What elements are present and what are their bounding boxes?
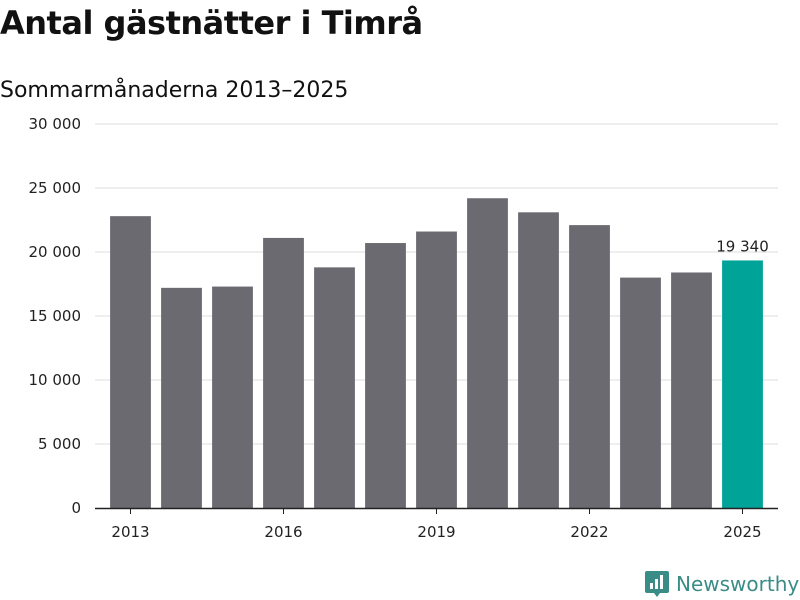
bar-2016 <box>263 237 304 509</box>
x-tick-label: 2025 <box>723 523 761 541</box>
y-tick-label: 10 000 <box>29 371 82 389</box>
y-tick-label: 25 000 <box>29 179 82 197</box>
chart-subtitle: Sommarmånaderna 2013–2025 <box>0 78 349 103</box>
bar-2022 <box>569 225 610 508</box>
y-tick-label: 0 <box>71 499 81 517</box>
bar-2023 <box>620 277 661 508</box>
data-label: 19 340 <box>716 237 769 255</box>
bar-2024 <box>671 272 712 508</box>
newsworthy-logo-icon <box>645 571 669 597</box>
x-tick-label: 2019 <box>417 523 455 541</box>
bar-2018 <box>365 243 406 509</box>
y-tick-label: 5 000 <box>38 435 81 453</box>
bar-2014 <box>161 287 202 508</box>
bar-2013 <box>110 216 151 508</box>
bar-2019 <box>416 231 457 508</box>
bar-2020 <box>467 198 508 509</box>
y-tick-label: 15 000 <box>29 307 82 325</box>
y-tick-label: 30 000 <box>29 115 82 133</box>
x-tick-label: 2016 <box>264 523 302 541</box>
chart-title: Antal gästnätter i Timrå <box>0 4 423 42</box>
newsworthy-logo-text: Newsworthy <box>676 572 800 596</box>
x-tick-label: 2013 <box>111 523 149 541</box>
x-tick-label: 2022 <box>570 523 608 541</box>
bar-2015 <box>212 286 253 508</box>
bar-2021 <box>518 212 559 508</box>
y-tick-label: 20 000 <box>29 243 82 261</box>
bar-2017 <box>314 267 355 508</box>
newsworthy-logo: Newsworthy <box>644 568 799 600</box>
bar-2025 <box>722 260 763 508</box>
